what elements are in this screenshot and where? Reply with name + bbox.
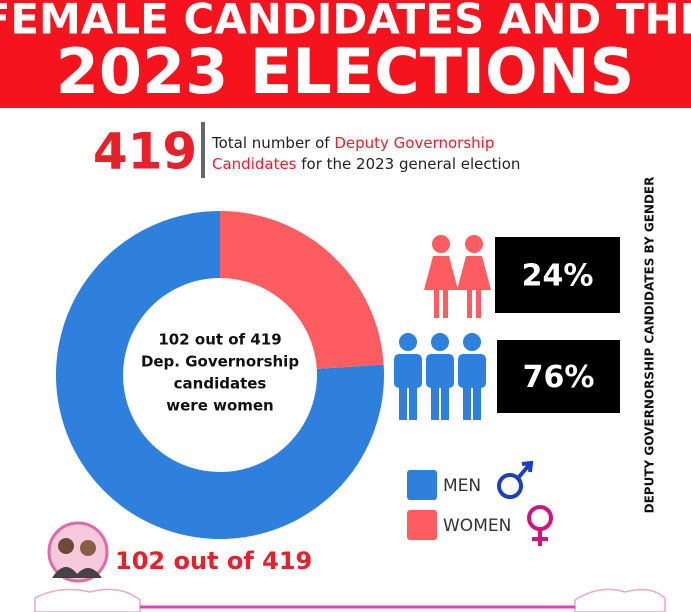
man-icon [409, 386, 417, 420]
footer-text: 102 out of 419 [115, 547, 312, 575]
headline-run: Deputy Governorship [334, 134, 494, 152]
man-icon [394, 354, 422, 388]
man-icon [431, 333, 449, 351]
man-icon [473, 386, 481, 420]
percent-label: 24% [522, 259, 594, 294]
man-icon [441, 386, 449, 420]
title-line: 2023 ELECTIONS [56, 35, 634, 108]
female-symbol [527, 505, 553, 531]
map-decoration [34, 588, 141, 612]
headline-run: Candidates [212, 155, 297, 173]
legend-label: MEN [443, 476, 481, 496]
male-symbol [497, 473, 523, 499]
legend-swatch [407, 510, 437, 540]
woman-icon [432, 235, 450, 253]
center-text: Dep. Governorship [141, 353, 299, 371]
headline-number: 419 [93, 123, 197, 181]
headline-text: Total number of Deputy Governorship [211, 134, 494, 152]
man-icon [463, 333, 481, 351]
donut-slice [56, 211, 385, 539]
avatar [47, 521, 109, 583]
avatar-body [52, 567, 102, 578]
title-line: FEMALE CANDIDATES AND THE [0, 0, 691, 44]
percent-label: 76% [523, 360, 595, 395]
man-icon [399, 333, 417, 351]
center-text: were women [166, 397, 273, 415]
headline-run: for the 2023 general election [297, 155, 521, 173]
headline-run: Total number of [211, 134, 334, 152]
map-decoration [574, 588, 666, 612]
female-symbol [532, 529, 548, 546]
legend-swatch [407, 470, 437, 500]
side-title: DEPUTY GOVERNORSHIP CANDIDATES BY GENDER [643, 177, 657, 514]
man-icon [458, 354, 486, 388]
man-icon [431, 386, 439, 420]
divider [201, 122, 205, 178]
man-icon [399, 386, 407, 420]
avatar-face [58, 538, 74, 554]
woman-icon [424, 256, 458, 290]
woman-icon [467, 290, 472, 318]
woman-icon [443, 290, 448, 318]
donut-slice [220, 211, 384, 369]
percent-box [495, 237, 620, 313]
header-band [0, 0, 691, 108]
headline-text: Candidates for the 2023 general election [212, 155, 520, 173]
center-text: candidates [174, 375, 267, 393]
woman-icon [476, 290, 481, 318]
center-text: 102 out of 419 [158, 331, 281, 349]
woman-icon [434, 290, 439, 318]
percent-box [497, 340, 620, 413]
legend-label: WOMEN [443, 516, 511, 536]
man-icon [463, 386, 471, 420]
male-symbol [516, 460, 534, 480]
man-icon [426, 354, 454, 388]
woman-icon [457, 256, 491, 290]
woman-icon [465, 235, 483, 253]
avatar-face [80, 540, 96, 556]
